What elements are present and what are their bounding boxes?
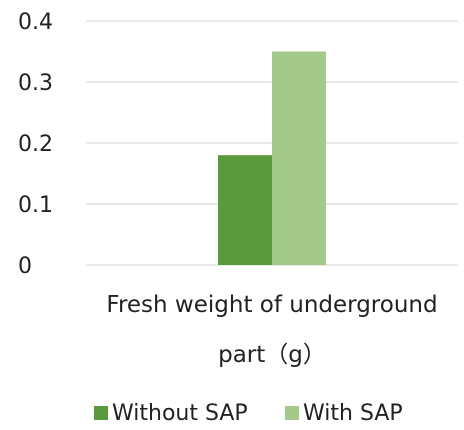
- bar-without-sap: [218, 155, 272, 265]
- y-tick-label: 0.1: [18, 193, 53, 218]
- y-tick-label: 0.4: [18, 10, 53, 35]
- legend-label-with-sap: With SAP: [303, 401, 403, 426]
- y-tick-label: 0.2: [18, 132, 53, 157]
- x-axis-category-label-line-1: Fresh weight of underground: [106, 292, 437, 318]
- legend-label-without-sap: Without SAP: [112, 401, 248, 426]
- x-axis-category-label-line-2: part（g）: [218, 342, 326, 368]
- y-tick-label: 0.3: [18, 71, 53, 96]
- y-axis-tick-labels: 0 0.1 0.2 0.3 0.4: [18, 10, 53, 279]
- legend: Without SAP With SAP: [94, 401, 403, 426]
- bars: [218, 51, 326, 265]
- legend-swatch-without-sap: [94, 406, 108, 420]
- y-tick-label: 0: [18, 254, 32, 279]
- bar-with-sap: [272, 51, 326, 265]
- legend-swatch-with-sap: [285, 406, 299, 420]
